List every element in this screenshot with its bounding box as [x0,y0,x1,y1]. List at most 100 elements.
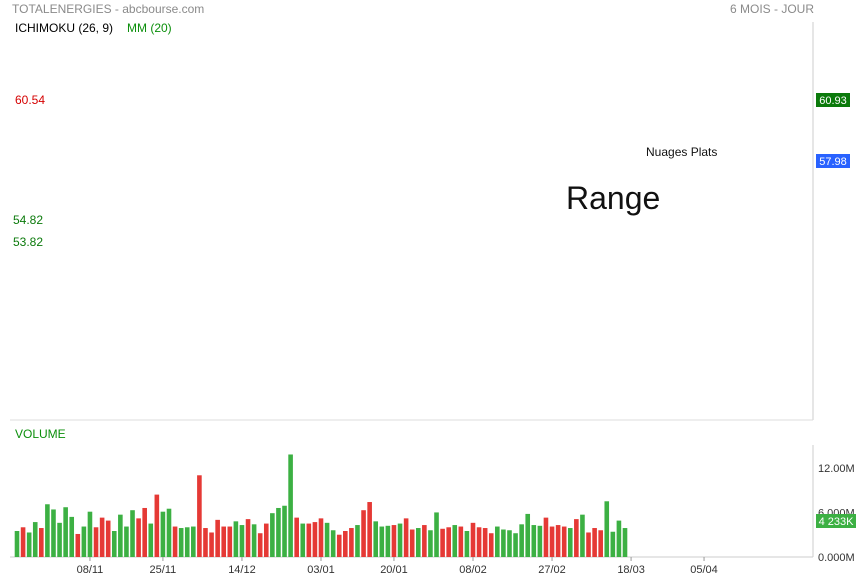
volume-bar [458,526,464,557]
volume-bar [197,475,202,557]
volume-bar [373,521,379,557]
volume-bar [336,534,342,557]
price-grid [10,22,814,421]
volume-bar [57,522,62,557]
time-tick-label: 05/04 [690,564,718,576]
volume-bar [172,526,178,557]
volume-bar [555,525,561,557]
volume-bar [282,505,287,557]
volume-bar [257,533,263,557]
volume-bar [361,510,366,557]
volume-bar [604,501,610,557]
volume-bar [209,532,214,557]
volume-bar [306,523,312,557]
volume-bar [63,507,68,557]
volume-bar [482,528,488,557]
volume-bar [543,517,549,557]
time-tick-label: 03/01 [307,564,335,576]
volume-bar [191,526,196,557]
volume-bar [513,533,518,557]
volume-bar [239,525,245,557]
volume-bar [488,533,494,557]
volume-bar [136,518,141,557]
ichimoku-legend: ICHIMOKU (26, 9) [15,21,113,35]
volume-bar [476,527,482,557]
volume-bar [428,530,433,557]
volume-bar [99,517,105,557]
volume-bar [422,525,427,557]
volume-bar [622,528,628,557]
period-label: 6 MOIS - JOUR [730,2,814,16]
volume-bar [452,525,458,557]
volume-bar [251,524,257,557]
volume-bar [51,509,56,557]
volume-bar [379,526,385,557]
volume-bar [592,528,597,557]
volume-bar [221,526,227,557]
volume-bar [598,530,603,557]
volume-bar [537,525,543,557]
volume-bar [160,511,166,557]
volume-bar [501,529,506,557]
time-tick-label: 27/02 [538,564,566,576]
volume-bar [39,528,44,557]
volume-bar [105,520,111,557]
volume-bar [20,527,26,557]
volume-bar [464,531,470,557]
time-tick-label: 18/03 [617,564,645,576]
volume-bar [397,523,403,557]
volume-bar [142,507,147,557]
time-tick-label: 08/02 [459,564,487,576]
volume-bar [531,525,537,557]
volume-badge [816,514,856,528]
volume-bar [93,527,99,557]
volume-bar [276,507,281,557]
volume-bar [415,528,421,557]
time-tick-label: 20/01 [380,564,408,576]
volume-bar [32,522,38,557]
volume-bar [330,530,336,557]
volume-bar [580,514,585,557]
volume-bar [270,513,275,557]
volume-bar [300,523,306,557]
volume-bar [69,516,75,557]
volume-bar [294,517,299,557]
chart-source-title: TOTALENERGIES - abcbourse.com [12,2,204,16]
volume-bar [561,526,567,557]
volume-bar [81,526,87,557]
volume-bars [10,445,814,558]
last-price-badge [816,154,850,168]
level-low-label: 53.82 [13,235,43,249]
volume-bar [124,526,129,557]
volume-bar [324,522,330,557]
volume-tick-label: 12.00M [818,463,855,475]
volume-bar [263,523,269,557]
volume-bar [440,528,445,557]
volume-bar [166,508,172,557]
volume-bar [245,519,251,557]
volume-bar [495,526,500,557]
volume-bar [349,528,354,557]
volume-legend: VOLUME [15,427,66,441]
volume-bar [130,510,135,557]
volume-bar [178,528,184,557]
time-tick-label: 08/11 [77,564,104,576]
volume-bar [318,518,324,557]
volume-bar [75,533,81,557]
volume-tick-label: 0.000M [818,552,855,564]
volume-bar [26,532,32,557]
range-annotation: Range [566,180,660,216]
volume-bar [391,525,397,557]
level-high-label: 60.54 [15,93,45,107]
volume-bar [118,514,123,557]
volume-bar [549,526,555,557]
volume-bar [409,529,415,557]
volume-bar [434,512,439,557]
volume-bar [312,522,318,557]
cloud-annotation: Nuages Plats [646,145,717,159]
volume-bar [525,513,531,557]
volume-bar [203,528,208,557]
volume-bar [233,521,239,557]
